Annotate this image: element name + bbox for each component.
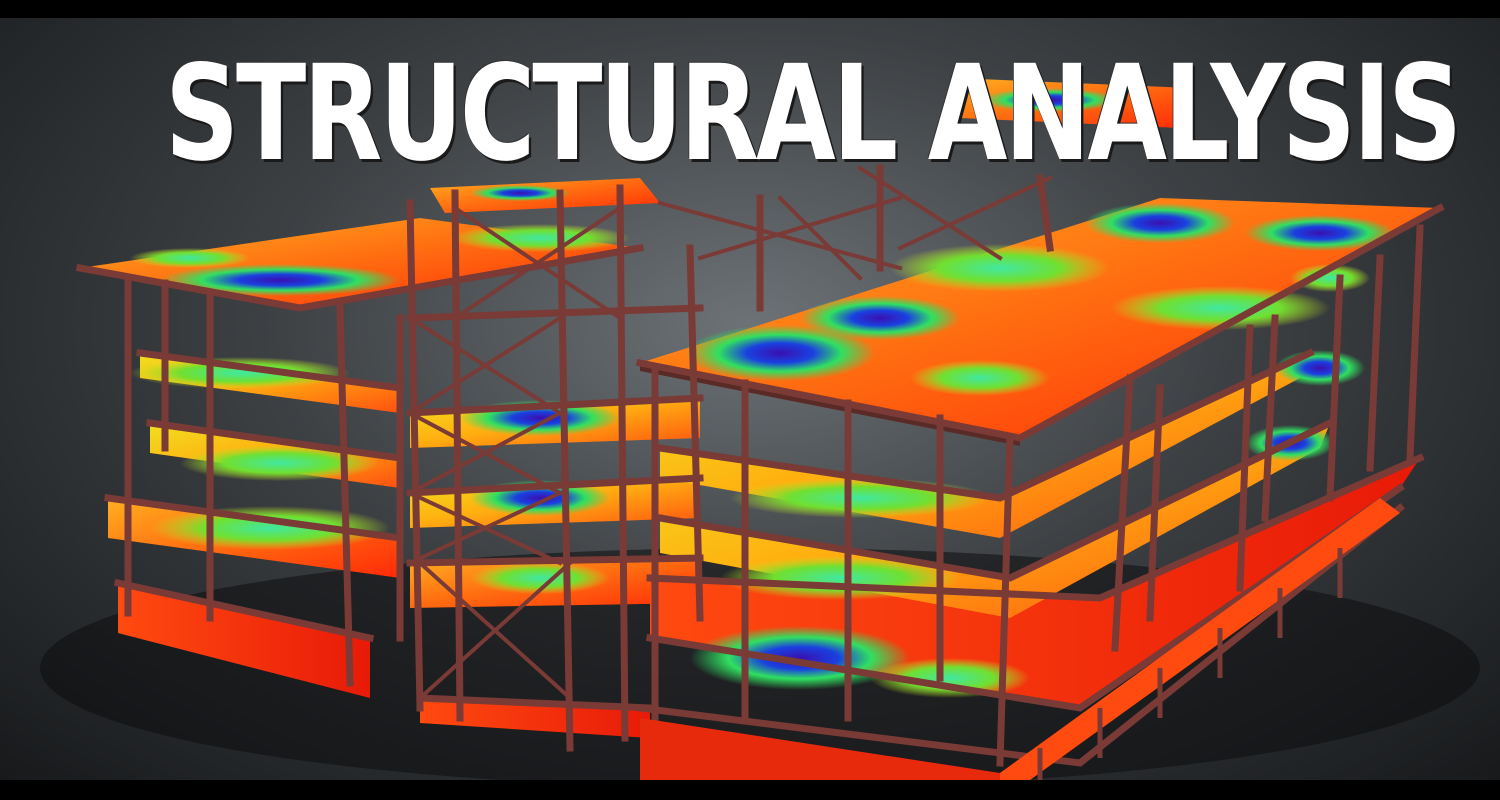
building-model [40,78,1480,780]
slab-right-roof [640,198,1440,438]
top-letterbox [0,0,1500,18]
slab-left-ground [118,583,370,698]
bottom-letterbox [0,780,1500,800]
scene-frame: STRUCTURAL ANALYSIS [0,18,1500,780]
thumbnail-title: STRUCTURAL ANALYSIS [165,37,1462,191]
ground-columns [1037,548,1343,780]
